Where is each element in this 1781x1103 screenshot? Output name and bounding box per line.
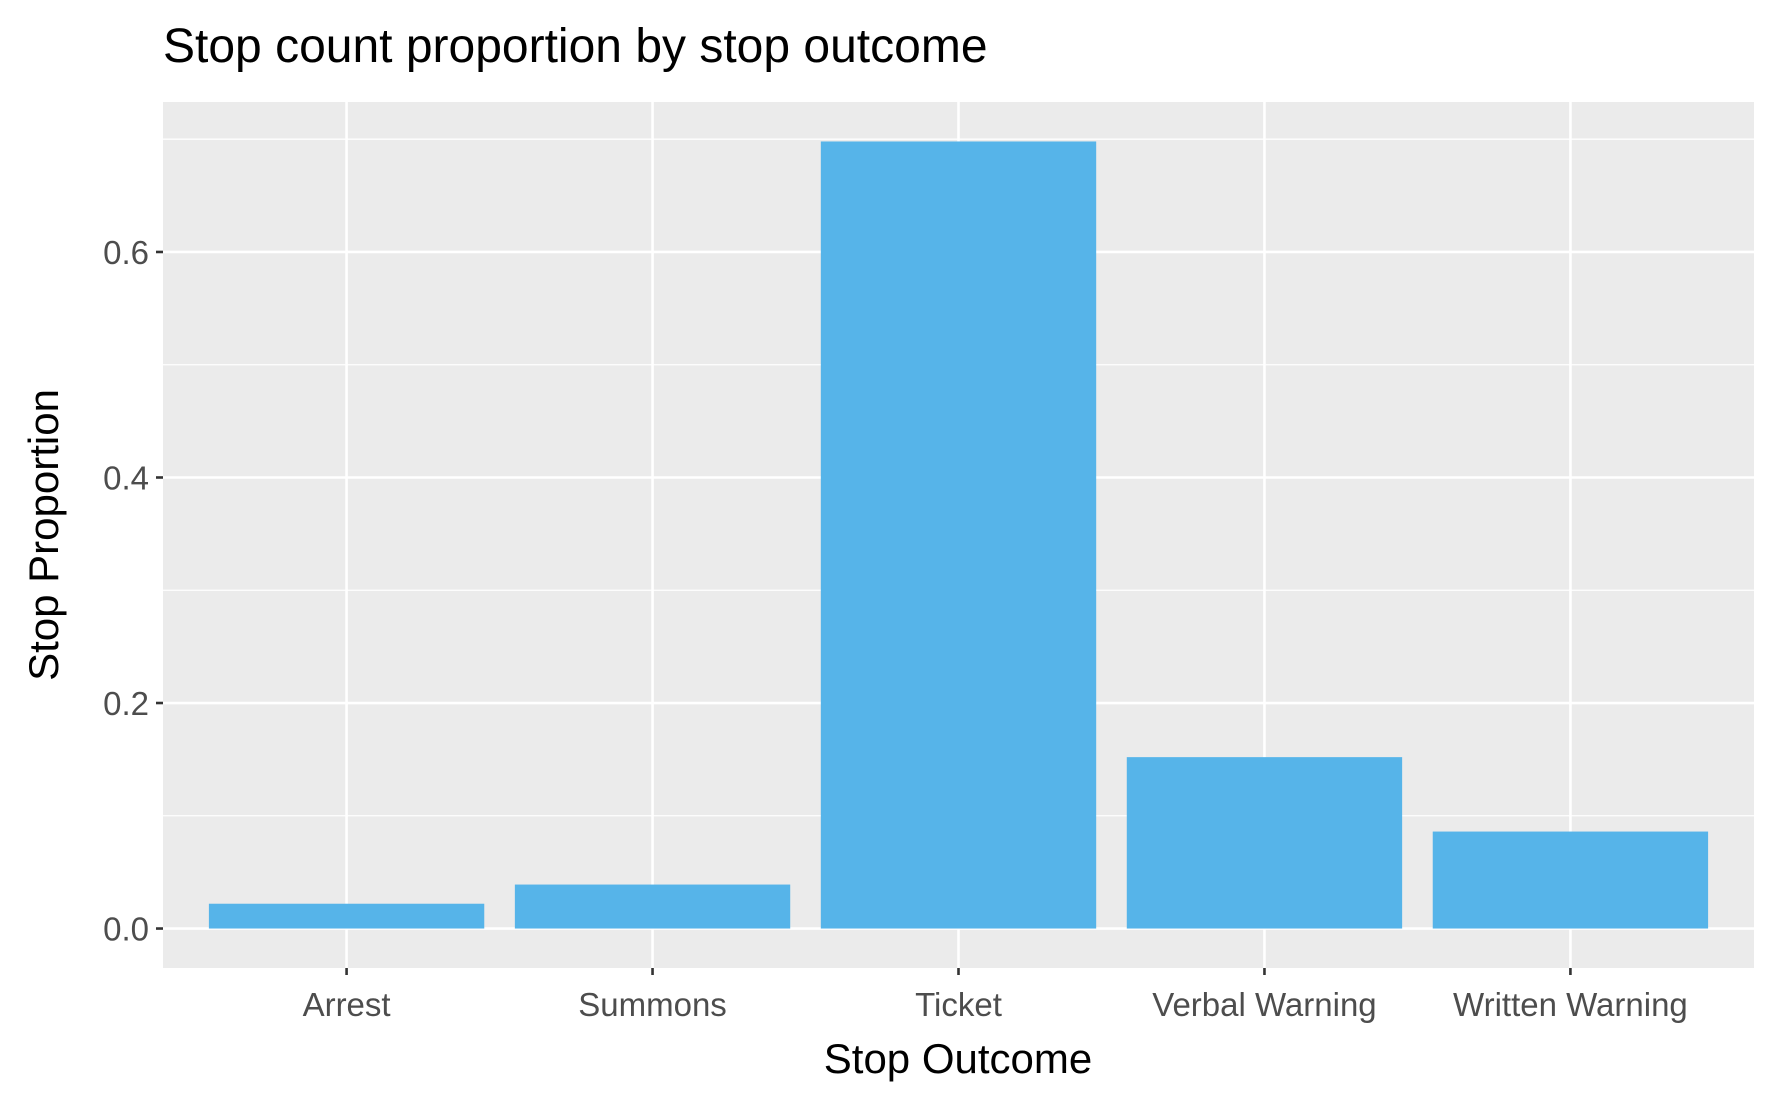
x-axis: Arrest Summons Ticket Verbal Warning Written… xyxy=(303,968,1688,1023)
x-tick-label: Arrest xyxy=(303,986,391,1023)
x-tick-label: Verbal Warning xyxy=(1152,986,1376,1023)
chart-title: Stop count proportion by stop outcome xyxy=(163,20,988,73)
y-tick-label: 0.0 xyxy=(103,911,149,948)
bar xyxy=(820,141,1097,929)
x-tick-label: Summons xyxy=(578,986,727,1023)
bar xyxy=(1432,831,1709,929)
y-tick-label: 0.2 xyxy=(103,685,149,722)
y-tick-label: 0.6 xyxy=(103,234,149,271)
bar xyxy=(514,884,791,929)
y-tick-label: 0.4 xyxy=(103,459,149,496)
bar xyxy=(208,903,485,929)
bars xyxy=(208,141,1709,929)
x-axis-title: Stop Outcome xyxy=(824,1035,1092,1082)
y-axis: 0.0 0.2 0.4 0.6 xyxy=(103,234,163,948)
x-tick-label: Ticket xyxy=(915,986,1002,1023)
x-tick-label: Written Warning xyxy=(1453,986,1688,1023)
y-axis-title: Stop Proportion xyxy=(20,389,67,681)
bar xyxy=(1126,757,1403,929)
